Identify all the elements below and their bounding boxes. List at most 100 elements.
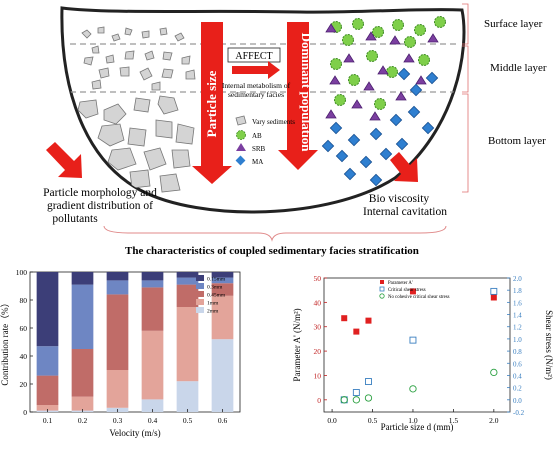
scatter-legend: Parameter A' Critical shear stress No cohe… [379,280,450,300]
bar-y-label: Contribution rate（%） [0,298,10,385]
bar-segment-1mm [106,370,129,408]
legend-ma-icon [235,155,246,166]
bar-x-tick-label: 0.5 [183,416,193,425]
scatter-right-tick-label: 0.2 [513,385,522,393]
bar-x-label: Velocity (m/s) [109,428,160,438]
bar-x-tick-label: 0.3 [113,416,123,425]
scatter-right-tick-label: 1.0 [513,336,522,344]
bar-segment-1mm [211,295,234,340]
scatter-x-tick-label: 2.0 [489,416,499,425]
left-caption-line-2: gradient distribution of [47,200,153,212]
left-outflow-arrow [46,142,82,178]
point-parameter-a [490,294,497,301]
affect-box [227,47,281,63]
bar-legend: 0.15mm 0.3mm 0.45mm 1mm 2mm [196,275,226,315]
bar-segment-03mm [211,277,234,284]
point-parameter-a [341,315,348,322]
legend-sediment-label: Vary sediments [252,118,295,126]
bar-segment-03mm [71,284,94,349]
scatter-right-axis: -0.2 0.0 0.2 0.4 0.6 0.8 1.0 1.2 1.4 1.6 1.8 2.0 [507,275,525,417]
scatter-left-tick-label: 40 [314,298,322,307]
scatter-left-axis: 0 10 20 30 40 50 [314,274,327,405]
scatter-series [340,287,498,404]
particle-size-arrow: Particle size [192,22,232,184]
bar-legend-swatch [196,299,204,305]
right-caption-line-1: Bio viscosity [369,193,430,205]
bar-segment-03mm [141,280,164,288]
bar-y-axis: 0 20 40 60 80 100 [16,268,33,417]
legend-ab-icon [236,130,246,140]
bar-y-tick-label: 100 [16,268,28,277]
point-parameter-a [365,317,372,324]
scatter-right-tick-label: 1.8 [513,287,522,295]
scatter-right-tick-label: 0.0 [513,397,522,405]
legend-ma-label: MA [252,158,263,166]
bar-legend-swatch [196,291,204,297]
bar-legend-swatch [196,275,204,281]
particle-size-scatter-chart: 0 10 20 30 40 50 -0.2 0.0 0.2 0.4 0.6 0.8 1.0 1.2 1.4… [292,274,553,432]
scatter-right-tick-label: -0.2 [513,409,525,417]
sediment-diagram: Particle size Dominant population AFFECT… [43,3,547,257]
middle-layer-label: Middle layer [490,62,547,74]
scatter-legend-label: Critical shear stress [388,288,426,293]
bar-legend-label: 2mm [207,309,219,315]
scatter-left-tick-label: 20 [314,347,322,356]
affect-arrow [232,61,280,79]
point-no-cohesive-shear-stress [352,396,360,404]
scatter-x-label: Particle size d (mm) [381,422,454,432]
scatter-legend-label: Parameter A' [388,281,413,286]
bar-segment-015mm [176,272,199,278]
scatter-x-axis: 0.0 0.5 1.0 1.5 2.0 [327,409,499,425]
scatter-right-tick-label: 0.6 [513,360,522,368]
bar-legend-label: 0.45mm [207,293,226,299]
layer-bracket [462,3,469,193]
scatter-right-tick-label: 1.2 [513,324,522,332]
bar-segment-2mm [141,399,164,412]
bar-y-tick-label: 60 [20,324,28,333]
scatter-legend-marker [380,280,384,284]
bar-segment-045mm [106,294,129,370]
point-critical-shear-stress [409,336,417,344]
surface-layer-label: Surface layer [484,18,543,30]
microbe-population [321,16,446,187]
legend-srb-icon [236,143,246,151]
scatter-x-tick-label: 0.5 [368,416,378,425]
bar-segment-03mm [176,277,199,285]
point-no-cohesive-shear-stress [409,385,417,393]
scatter-left-tick-label: 10 [314,371,322,380]
scatter-right-tick-label: 0.4 [513,372,522,380]
bar-segment-045mm [71,349,94,397]
bar-x-tick-label: 0.6 [218,416,228,425]
bar-series [36,272,234,412]
bar-x-tick-label: 0.4 [148,416,158,425]
left-caption-line-3: pollutants [52,213,98,225]
bar-segment-1mm [141,330,164,400]
bar-segment-015mm [71,272,94,285]
diagram-legend: Vary sediments AB SRB MA [235,115,295,166]
bar-segment-045mm [36,375,59,405]
bar-segment-045mm [176,284,199,307]
dominant-population-label: Dominant population [299,33,314,153]
affect-label: AFFECT [235,51,272,62]
scatter-legend-label: No cohesive critical shear stress [388,295,450,300]
bar-plot-frame [29,271,241,413]
bar-y-tick-label: 0 [23,408,27,417]
bar-legend-swatch [196,283,204,289]
scatter-right-tick-label: 2.0 [513,275,522,283]
bar-segment-03mm [106,280,129,295]
scatter-left-tick-label: 0 [317,396,321,405]
bar-legend-label: 0.3mm [207,285,223,291]
bar-segment-1mm [176,307,199,382]
point-no-cohesive-shear-stress [340,396,348,404]
bar-y-tick-label: 40 [20,352,28,361]
scatter-legend-marker [379,293,385,299]
bar-segment-2mm [176,381,199,412]
point-no-cohesive-shear-stress [490,368,498,377]
bar-y-tick-label: 20 [20,380,28,389]
left-caption-line-1: Particle morphology and [43,187,157,199]
bar-segment-1mm [36,405,59,411]
scatter-left-y-label: Parameter A' (N/m²) [292,308,302,381]
point-critical-shear-stress [490,287,498,295]
